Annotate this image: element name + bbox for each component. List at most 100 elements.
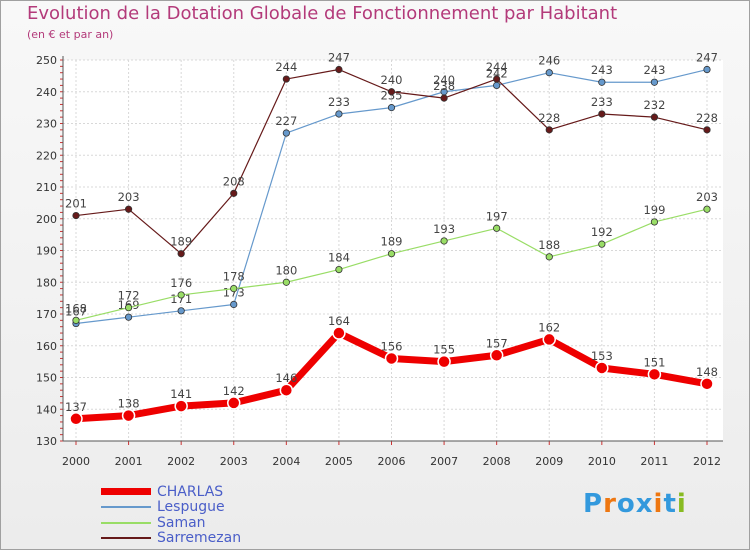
data-point-charlas xyxy=(384,351,399,366)
data-point-sarremezan xyxy=(650,113,659,121)
legend-item-charlas: CHARLAS xyxy=(101,484,241,500)
data-point-charlas xyxy=(437,354,451,369)
x-tick-label: 2002 xyxy=(167,455,195,468)
x-tick-label: 2009 xyxy=(535,455,563,468)
logo-letter: r xyxy=(603,489,617,519)
data-label-lespugue: 240 xyxy=(433,73,455,87)
data-point-sarremezan xyxy=(598,110,606,118)
data-point-lespugue xyxy=(493,81,501,90)
x-tick-label: 2010 xyxy=(588,455,616,468)
data-point-saman xyxy=(177,291,185,299)
data-label-saman: 172 xyxy=(118,289,140,303)
logo-letter: i xyxy=(676,489,687,519)
logo-letter: o xyxy=(616,489,636,519)
chart-subtitle: (en € et par an) xyxy=(27,28,114,41)
data-label-saman: 197 xyxy=(486,209,508,223)
data-label-lespugue: 242 xyxy=(486,66,508,80)
x-tick-label: 2001 xyxy=(115,455,143,468)
data-point-saman xyxy=(440,237,448,245)
data-point-charlas xyxy=(332,326,346,340)
data-point-sarremezan xyxy=(440,94,448,102)
legend-swatch xyxy=(101,521,151,524)
data-label-charlas: 157 xyxy=(486,336,508,350)
data-point-charlas xyxy=(700,377,714,391)
data-point-sarremezan xyxy=(335,65,343,74)
data-label-sarremezan: 228 xyxy=(538,111,560,125)
logo-letter: x xyxy=(635,489,654,519)
data-point-lespugue xyxy=(335,110,343,118)
x-tick-label: 2004 xyxy=(272,455,300,468)
y-tick-label: 210 xyxy=(36,181,57,194)
data-label-charlas: 148 xyxy=(696,365,718,379)
data-label-sarremezan: 189 xyxy=(170,235,192,249)
data-point-lespugue xyxy=(230,300,238,309)
data-label-lespugue: 243 xyxy=(591,63,613,77)
data-point-lespugue xyxy=(650,78,659,86)
data-label-charlas: 141 xyxy=(170,387,192,401)
data-label-lespugue: 246 xyxy=(538,54,560,68)
y-tick-label: 220 xyxy=(36,149,57,162)
legend: CHARLAS Lespugue Saman Sarremezan xyxy=(101,484,241,546)
y-tick-label: 170 xyxy=(36,308,57,321)
proxiti-logo: Proxiti xyxy=(583,489,687,519)
data-point-sarremezan xyxy=(493,75,501,83)
x-tick-label: 2003 xyxy=(220,455,248,468)
y-tick-label: 180 xyxy=(36,276,57,289)
y-tick-label: 200 xyxy=(36,213,57,226)
data-label-saman: 168 xyxy=(65,301,87,315)
data-point-charlas xyxy=(489,348,504,363)
data-point-lespugue xyxy=(545,69,553,77)
data-label-saman: 184 xyxy=(328,251,350,265)
data-label-sarremezan: 244 xyxy=(486,60,508,74)
x-tick-label: 2006 xyxy=(378,455,406,468)
legend-label: Saman xyxy=(157,514,206,531)
data-point-saman xyxy=(230,284,238,293)
data-point-lespugue xyxy=(387,104,396,112)
data-label-sarremezan: 228 xyxy=(696,111,718,125)
legend-swatch xyxy=(101,488,151,496)
x-tick-label: 2012 xyxy=(693,455,721,468)
data-label-saman: 176 xyxy=(170,276,192,290)
data-label-lespugue: 247 xyxy=(696,51,718,65)
data-label-saman: 193 xyxy=(433,222,455,236)
logo-letter: i xyxy=(653,489,664,519)
data-point-charlas xyxy=(595,361,609,375)
data-label-charlas: 146 xyxy=(275,371,297,385)
data-label-lespugue: 233 xyxy=(328,95,350,109)
data-label-sarremezan: 201 xyxy=(65,197,87,211)
data-point-sarremezan xyxy=(703,126,711,134)
data-point-saman xyxy=(545,253,553,261)
x-tick-label: 2005 xyxy=(325,455,353,468)
data-label-saman: 178 xyxy=(223,270,245,284)
data-label-saman: 199 xyxy=(643,203,665,217)
logo-letter: P xyxy=(583,489,604,519)
data-point-lespugue xyxy=(598,78,606,86)
data-point-charlas xyxy=(121,408,136,423)
data-point-saman xyxy=(282,278,290,286)
data-point-charlas xyxy=(174,399,188,413)
data-label-lespugue: 243 xyxy=(643,63,665,77)
data-label-saman: 189 xyxy=(381,235,403,249)
data-point-charlas xyxy=(279,383,294,397)
legend-swatch xyxy=(101,537,151,540)
data-point-charlas xyxy=(69,412,83,426)
data-label-sarremezan: 240 xyxy=(381,73,403,87)
data-label-sarremezan: 232 xyxy=(643,98,665,112)
data-point-saman xyxy=(493,224,501,232)
data-point-sarremezan xyxy=(387,88,396,96)
x-tick-label: 2008 xyxy=(483,455,511,468)
data-label-charlas: 164 xyxy=(328,314,350,328)
data-point-charlas xyxy=(542,332,556,347)
data-point-saman xyxy=(335,265,343,274)
x-tick-label: 2011 xyxy=(640,455,668,468)
legend-label: CHARLAS xyxy=(157,483,224,500)
data-label-lespugue: 171 xyxy=(170,292,192,306)
data-label-saman: 192 xyxy=(591,225,613,239)
data-point-saman xyxy=(387,250,396,258)
data-point-sarremezan xyxy=(124,205,133,213)
data-label-lespugue: 227 xyxy=(275,114,297,128)
data-label-saman: 180 xyxy=(275,263,297,277)
y-tick-label: 250 xyxy=(36,54,57,67)
data-point-lespugue xyxy=(703,65,711,74)
